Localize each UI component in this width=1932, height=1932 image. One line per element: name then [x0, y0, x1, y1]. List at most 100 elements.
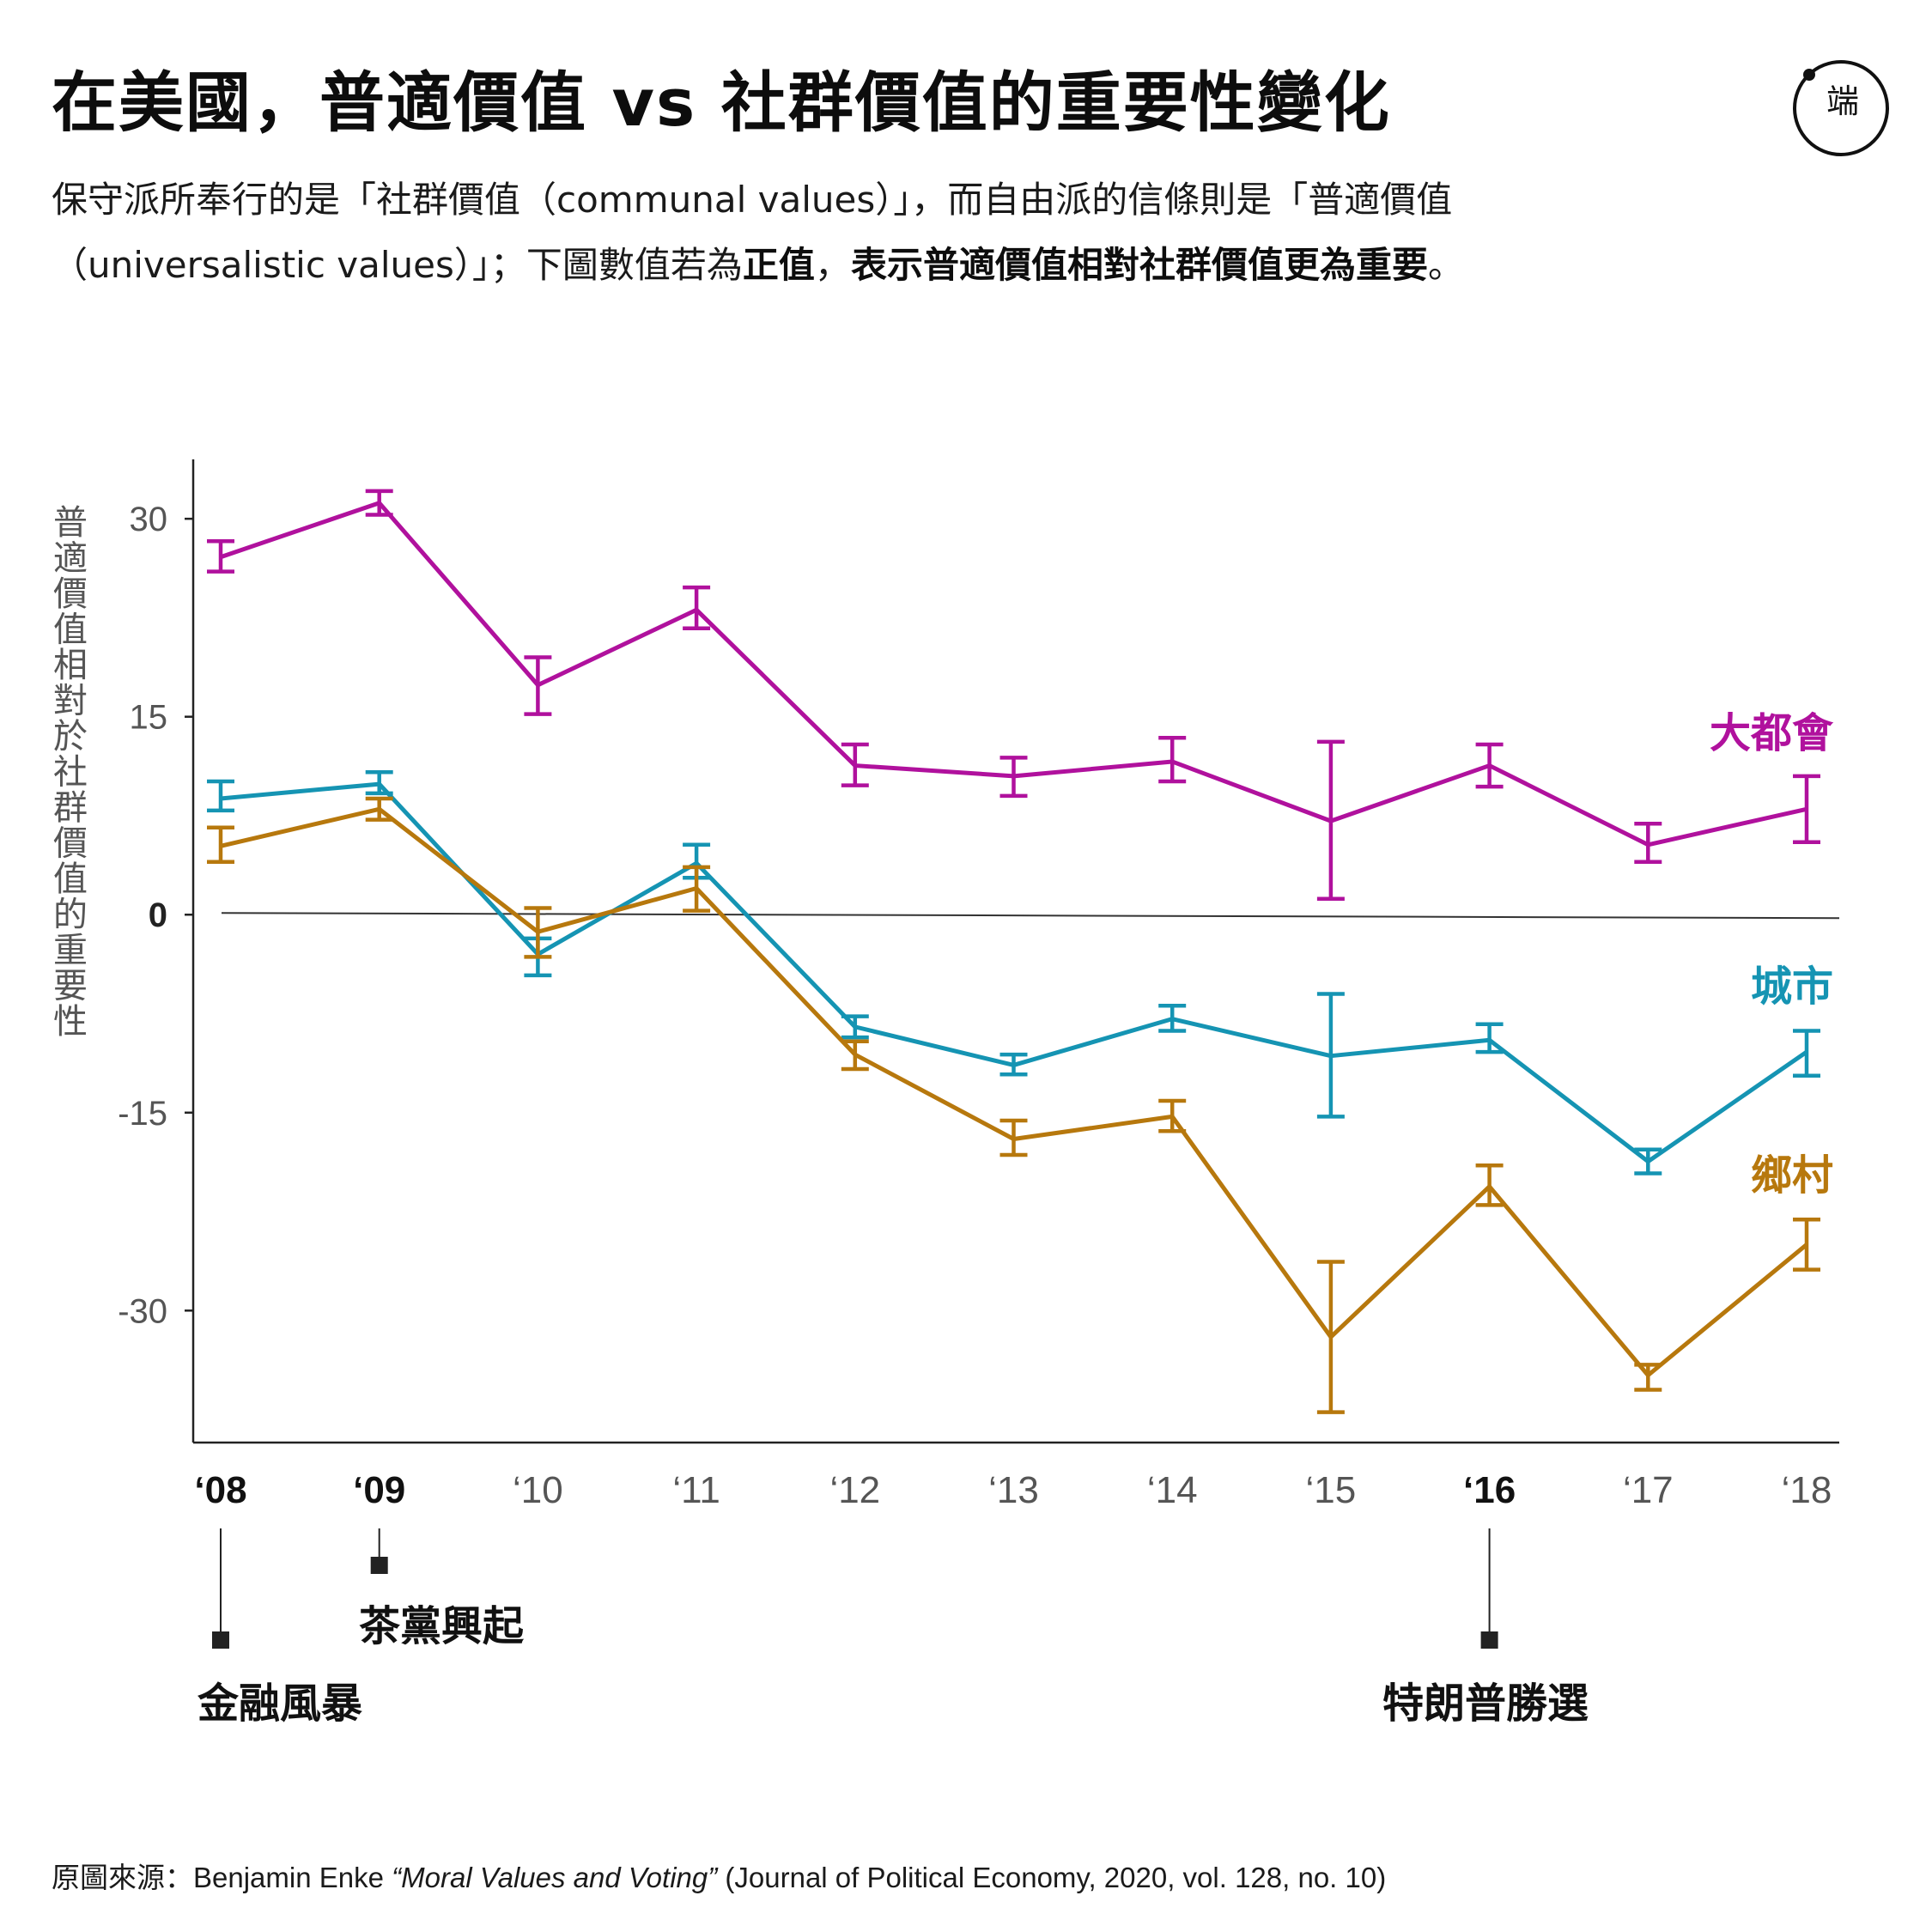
page-subtitle: 保守派所奉行的是「社群價值（communal values）」，而自由派的信條則… — [52, 167, 1477, 298]
error-bar — [999, 1118, 1028, 1157]
x-tick-label: ‘12 — [829, 1469, 880, 1511]
event-marker — [1480, 1631, 1498, 1649]
error-bar — [1475, 742, 1504, 789]
error-bar — [1158, 736, 1187, 784]
y-tick-label: 0 — [149, 896, 167, 934]
error-bar — [841, 1014, 869, 1040]
y-axis-label-char: 群 — [53, 788, 88, 828]
series-line — [220, 806, 1808, 1378]
x-tick-label: ‘10 — [513, 1469, 563, 1511]
x-tick-label: ‘16 — [1463, 1469, 1516, 1511]
y-axis-label-char: 性 — [53, 1002, 88, 1042]
series-label: 城市 — [1751, 963, 1833, 1011]
error-bar — [841, 1039, 869, 1072]
error-bar — [207, 779, 234, 813]
y-tick-label: -30 — [118, 1292, 167, 1330]
error-bar — [1634, 1363, 1662, 1392]
y-axis-label-char: 價 — [53, 574, 88, 614]
page-title: 在美國，普適價值 vs 社群價值的重要性變化 — [52, 64, 1391, 141]
error-bar — [1158, 1004, 1187, 1033]
series-line — [220, 781, 1808, 1164]
source-note: 原圖來源：Benjamin Enke “Moral Values and Vot… — [52, 1855, 1386, 1896]
error-bar — [1793, 1029, 1820, 1078]
y-axis-label-char: 價 — [53, 824, 88, 864]
x-tick-label: ‘15 — [1306, 1469, 1357, 1511]
series-label: 大都會 — [1710, 709, 1834, 757]
y-tick-label: 30 — [130, 501, 168, 538]
event-label: 特朗普勝選 — [1382, 1680, 1589, 1728]
error-bar — [365, 769, 393, 796]
error-bar — [207, 539, 234, 574]
zero-line — [221, 912, 1840, 920]
chart-axes: 30 15 0 -15 -30 ‘08 ‘09 ‘10 ‘11 ‘12 ‘13 ‘14 ‘15 ‘16 ‘1… — [118, 459, 1840, 1511]
y-axis-label-char: 對 — [53, 682, 88, 721]
event-label: 茶黨興起 — [359, 1602, 525, 1650]
error-bar — [999, 756, 1028, 799]
error-bar — [999, 1052, 1028, 1077]
y-tick-label: 15 — [130, 699, 168, 737]
y-axis-label-char: 社 — [53, 753, 88, 793]
error-bar — [1634, 821, 1662, 865]
y-axis-label-char: 適 — [53, 539, 88, 579]
error-bar — [683, 585, 711, 630]
logo-mark: 端 — [1826, 82, 1859, 120]
source-work: “Moral Values and Voting” — [392, 1862, 718, 1893]
subtitle-bold-meaning: 表示普適價值相對社群價值更為重要 — [850, 244, 1428, 286]
error-bar — [1316, 1260, 1345, 1414]
source-prefix: 原圖來源：Benjamin Enke — [52, 1862, 392, 1893]
y-axis-label-char: 重 — [53, 931, 88, 970]
y-axis-label-char: 要 — [53, 967, 88, 1006]
subtitle-comma: ， — [814, 244, 851, 286]
error-bar — [1475, 1022, 1504, 1054]
error-bar — [1158, 1098, 1187, 1133]
y-axis-label-char: 值 — [53, 611, 88, 650]
x-tick-label: ‘11 — [672, 1469, 720, 1511]
y-axis-label-char: 於 — [53, 717, 88, 756]
error-bar — [524, 906, 552, 959]
logo-dot — [1803, 69, 1815, 81]
error-bar — [1316, 739, 1345, 902]
x-tick-label: ‘13 — [988, 1469, 1039, 1511]
subtitle-bold-positive: 正值 — [742, 244, 815, 286]
y-tick-label: -15 — [118, 1095, 167, 1133]
error-bar — [524, 655, 552, 716]
y-axis-label-char: 相 — [53, 646, 88, 685]
error-bar — [841, 742, 869, 787]
x-tick-label: ‘14 — [1147, 1469, 1198, 1511]
y-axis-label-char: 普 — [53, 503, 88, 543]
event-annotation: 茶黨興起 — [359, 1528, 525, 1650]
x-tick-label: ‘08 — [194, 1469, 246, 1511]
x-tick-label: ‘09 — [353, 1469, 405, 1511]
series-label: 鄉村 — [1751, 1151, 1833, 1200]
error-bar — [207, 825, 234, 865]
error-bar — [1793, 774, 1820, 844]
subtitle-end: 。 — [1427, 244, 1464, 286]
series-1: 大都會 — [207, 489, 1834, 902]
event-annotation: 特朗普勝選 — [1382, 1528, 1589, 1728]
event-annotation: 金融風暴 — [197, 1528, 362, 1728]
error-bar — [683, 865, 711, 913]
line-chart: 30 15 0 -15 -30 ‘08 ‘09 ‘10 ‘11 ‘12 ‘13 ‘14 ‘15 ‘16 ‘1… — [53, 459, 1840, 1728]
event-label: 金融風暴 — [197, 1680, 362, 1728]
x-tick-label: ‘17 — [1623, 1469, 1674, 1511]
series-2: 城市 — [207, 769, 1833, 1176]
error-bar — [365, 489, 393, 517]
error-bar — [1316, 992, 1345, 1119]
y-axis-label-char: 值 — [53, 860, 88, 899]
error-bar — [1793, 1218, 1820, 1272]
event-marker — [370, 1557, 388, 1574]
error-bar — [1475, 1163, 1504, 1207]
subtitle-text: 保守派所奉行的是「社群價值（communal values）」，而自由派的信條則… — [52, 179, 1453, 286]
event-marker — [212, 1631, 229, 1649]
source-suffix: (Journal of Political Economy, 2020, vol… — [717, 1862, 1387, 1893]
error-bar — [1634, 1147, 1662, 1176]
error-bar — [365, 796, 393, 822]
y-axis-label-char: 的 — [53, 896, 88, 935]
logo-icon: 端 — [1793, 60, 1889, 156]
series-3: 鄉村 — [207, 796, 1833, 1414]
x-tick-label: ‘18 — [1782, 1469, 1832, 1511]
